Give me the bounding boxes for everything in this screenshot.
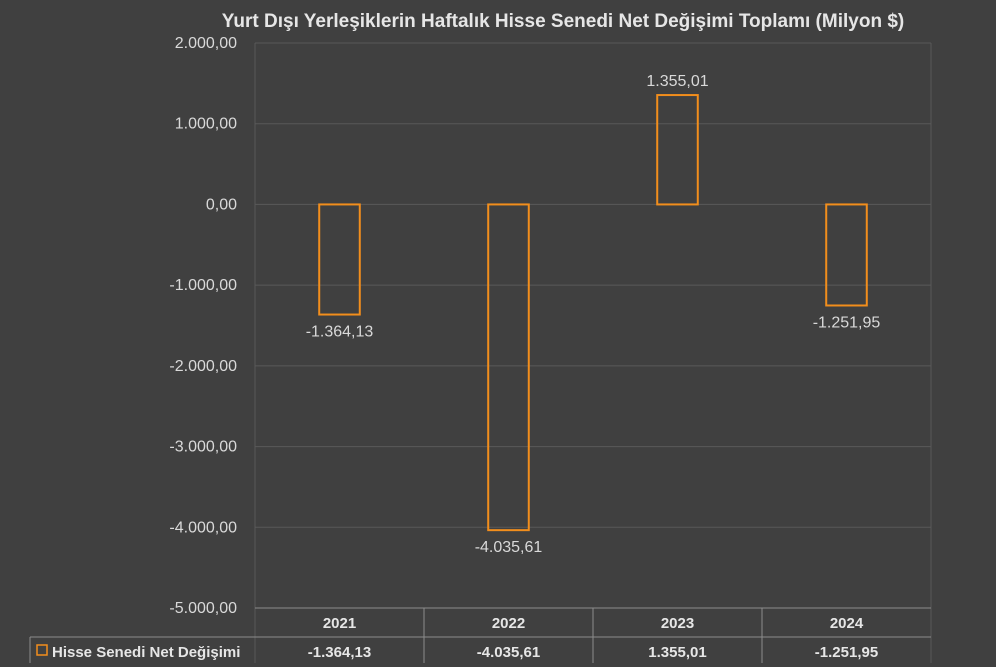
bar (318, 203, 361, 316)
table-value: 1.355,01 (648, 644, 706, 661)
x-tick-label: 2021 (323, 615, 356, 632)
y-tick-label: 1.000,00 (175, 116, 237, 133)
y-axis-tick-labels: 2.000,00 1.000,00 0,00 -1.000,00 -2.000,00 -3… (169, 35, 237, 617)
table-value: -1.364,13 (308, 644, 371, 661)
y-tick-label: -3.000,00 (169, 439, 237, 456)
x-tick-label: 2022 (492, 615, 525, 632)
chart-title: Yurt Dışı Yerleşiklerin Haftalık Hisse S… (222, 11, 904, 32)
y-tick-label: 0,00 (206, 196, 237, 213)
data-label: -1.364,13 (306, 324, 374, 341)
y-tick-label: -1.000,00 (169, 277, 237, 294)
data-labels: -1.364,13 -4.035,61 1.355,01 -1.251,95 (306, 73, 881, 556)
x-tick-label: 2023 (661, 615, 694, 632)
y-tick-label: 2.000,00 (175, 35, 237, 52)
table-value: -4.035,61 (477, 644, 540, 661)
data-label: 1.355,01 (646, 73, 708, 90)
table-value: -1.251,95 (815, 644, 878, 661)
legend-label: Hisse Senedi Net Değişimi (52, 644, 240, 661)
data-label: -1.251,95 (813, 314, 881, 331)
bar (487, 203, 530, 532)
bars (318, 94, 868, 532)
y-tick-label: -2.000,00 (169, 358, 237, 375)
bar (656, 94, 699, 206)
y-tick-label: -5.000,00 (169, 600, 237, 617)
x-tick-label: 2024 (830, 615, 864, 632)
bar (825, 203, 868, 307)
data-label: -4.035,61 (475, 539, 543, 556)
legend-swatch (36, 644, 48, 656)
data-table: 2021 -1.364,13 2022 -4.035,61 2023 1.355,01 20… (29, 607, 931, 663)
gridlines (254, 42, 932, 663)
y-tick-label: -4.000,00 (169, 519, 237, 536)
